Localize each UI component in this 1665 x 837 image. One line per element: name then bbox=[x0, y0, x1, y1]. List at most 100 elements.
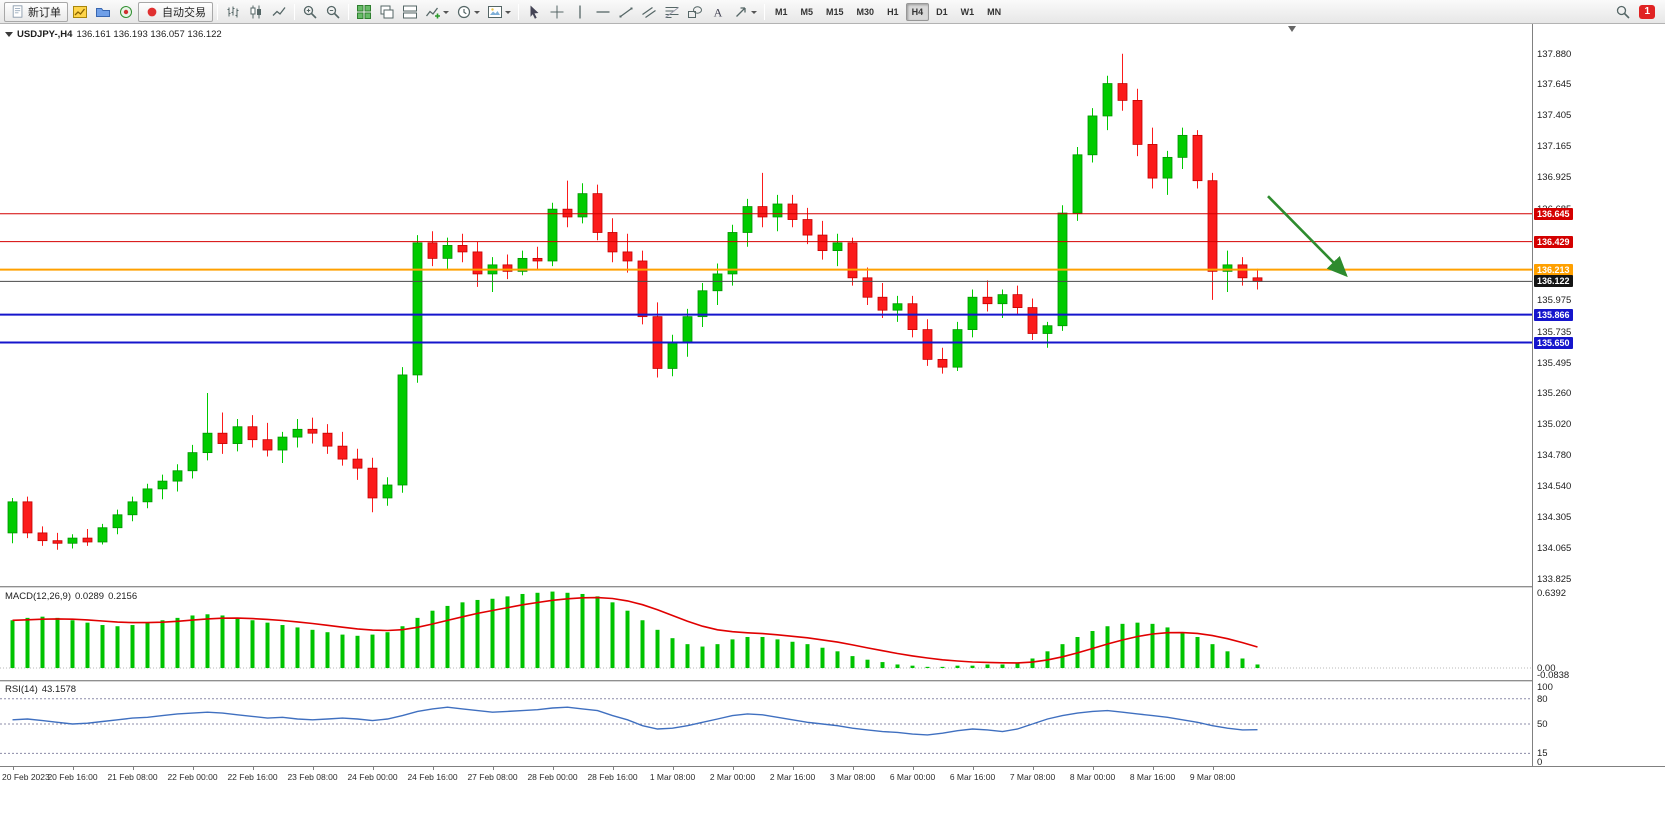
candle bbox=[277, 431, 288, 463]
candle bbox=[697, 282, 708, 328]
macd-histogram-bar bbox=[325, 632, 330, 669]
timeframe-button-mn[interactable]: MN bbox=[987, 6, 1002, 17]
zoom-in-button[interactable] bbox=[299, 2, 321, 22]
macd-histogram-bar bbox=[970, 665, 975, 669]
timeframe-button-d1[interactable]: D1 bbox=[936, 6, 948, 17]
macd-pane-divider[interactable] bbox=[0, 586, 1665, 588]
arrows-button[interactable] bbox=[730, 2, 760, 22]
rsi-pane[interactable] bbox=[0, 682, 1532, 766]
dropdown-caret-icon bbox=[505, 10, 511, 17]
time-axis[interactable]: 20 Feb 2023 20 Feb 16:00 21 Feb 08:00 22 Fe… bbox=[0, 766, 1665, 792]
timeframe-button-m5[interactable]: M5 bbox=[800, 6, 814, 17]
macd-histogram-bar bbox=[265, 622, 270, 669]
line-chart-button[interactable] bbox=[268, 2, 290, 22]
bar-chart-button[interactable] bbox=[222, 2, 244, 22]
new-order-icon bbox=[11, 4, 25, 19]
macd-histogram-bar bbox=[1210, 644, 1215, 669]
candle bbox=[742, 198, 753, 247]
candle bbox=[1252, 268, 1263, 290]
candle bbox=[637, 250, 648, 325]
macd-axis-label: 0.00 bbox=[1537, 663, 1556, 675]
new-chart-button[interactable] bbox=[69, 2, 91, 22]
timeframe-button-m15[interactable]: M15 bbox=[826, 6, 844, 17]
zoom-out-button[interactable] bbox=[322, 2, 344, 22]
cascade-windows-button[interactable] bbox=[376, 2, 398, 22]
candle bbox=[1102, 75, 1113, 131]
candle bbox=[1237, 257, 1248, 286]
time-label: 9 Mar 08:00 bbox=[1189, 772, 1236, 782]
shapes-button[interactable] bbox=[684, 2, 706, 22]
candle bbox=[592, 184, 603, 241]
profiles-button[interactable] bbox=[92, 2, 114, 22]
arrange-windows-button[interactable] bbox=[399, 2, 421, 22]
candlestick-chart-button[interactable] bbox=[245, 2, 267, 22]
candle bbox=[442, 237, 453, 271]
navigator-button[interactable] bbox=[115, 2, 137, 22]
rsi-value: 43.1578 bbox=[41, 684, 77, 695]
macd-pane[interactable] bbox=[0, 588, 1532, 680]
chart-shift-marker[interactable] bbox=[1288, 26, 1296, 36]
candle bbox=[547, 202, 558, 267]
auto-trading-button[interactable]: 自动交易 bbox=[138, 1, 213, 22]
vertical-line-button[interactable] bbox=[569, 2, 591, 22]
dropdown-caret-icon bbox=[443, 10, 449, 17]
price-pane[interactable] bbox=[0, 24, 1532, 586]
candle bbox=[847, 237, 858, 286]
candle bbox=[1162, 150, 1173, 195]
templates-icon bbox=[487, 4, 503, 20]
macd-histogram-bar bbox=[415, 617, 420, 669]
new-order-button[interactable]: 新订单 bbox=[4, 1, 68, 22]
timeframe-button-w1[interactable]: W1 bbox=[960, 6, 975, 17]
crosshair-button[interactable] bbox=[546, 2, 568, 22]
macd-histogram-bar bbox=[1000, 664, 1005, 669]
macd-histogram-bar bbox=[880, 662, 885, 669]
candle bbox=[367, 457, 378, 513]
macd-histogram-bar bbox=[520, 593, 525, 669]
notification-badge[interactable]: 1 bbox=[1639, 4, 1655, 19]
channel-button[interactable] bbox=[638, 2, 660, 22]
macd-histogram-bar bbox=[70, 620, 75, 669]
time-label: 2 Mar 16:00 bbox=[769, 772, 816, 782]
macd-histogram-bar bbox=[1090, 631, 1095, 669]
templates-button[interactable] bbox=[484, 2, 514, 22]
macd-histogram-bar bbox=[565, 592, 570, 669]
periods-button[interactable] bbox=[453, 2, 483, 22]
macd-histogram-bar bbox=[1105, 626, 1110, 669]
tile-windows-button[interactable] bbox=[353, 2, 375, 22]
cursor-button[interactable] bbox=[523, 2, 545, 22]
fibonacci-button[interactable] bbox=[661, 2, 683, 22]
macd-histogram-bar bbox=[145, 622, 150, 669]
macd-histogram-bar bbox=[445, 605, 450, 669]
indicators-button[interactable] bbox=[422, 2, 452, 22]
trend-arrow[interactable] bbox=[1267, 195, 1348, 278]
candle bbox=[1207, 172, 1218, 300]
time-label: 24 Feb 00:00 bbox=[347, 772, 398, 782]
time-tick bbox=[912, 767, 914, 770]
timeframe-button-m30[interactable]: M30 bbox=[856, 6, 875, 17]
rsi-pane-divider[interactable] bbox=[0, 680, 1665, 682]
timeframe-button-h4[interactable]: H4 bbox=[905, 2, 930, 21]
macd-histogram-bar bbox=[475, 599, 480, 669]
text-button[interactable]: A bbox=[707, 2, 729, 22]
candle bbox=[517, 250, 528, 276]
time-tick bbox=[792, 767, 794, 770]
price-tick-label: 135.975 bbox=[1537, 295, 1572, 307]
macd-histogram-bar bbox=[940, 666, 945, 669]
macd-histogram-bar bbox=[835, 651, 840, 669]
macd-histogram-bar bbox=[490, 598, 495, 669]
macd-histogram-bar bbox=[355, 635, 360, 669]
candle bbox=[427, 231, 438, 267]
rsi-axis-label: 50 bbox=[1537, 719, 1548, 730]
candle bbox=[1072, 147, 1083, 221]
trendline-button[interactable] bbox=[615, 2, 637, 22]
candle bbox=[952, 321, 963, 372]
timeframe-button-h1[interactable]: H1 bbox=[887, 6, 899, 17]
search-button[interactable] bbox=[1612, 2, 1634, 22]
price-tick-label: 136.925 bbox=[1537, 172, 1572, 184]
collapse-triangle-icon[interactable] bbox=[5, 32, 13, 41]
time-label: 21 Feb 08:00 bbox=[107, 772, 158, 782]
horizontal-line-button[interactable] bbox=[592, 2, 614, 22]
macd-histogram-bar bbox=[220, 615, 225, 669]
timeframe-button-m1[interactable]: M1 bbox=[775, 6, 788, 17]
price-axis[interactable]: 137.880 137.645 137.405 137.165 136.925 136.6… bbox=[1532, 24, 1665, 768]
